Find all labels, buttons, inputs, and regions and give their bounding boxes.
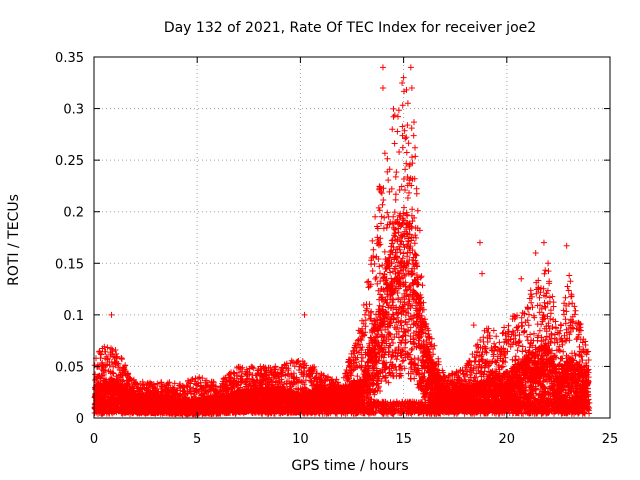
axis-ticks: 0 5 10 15 20 25 0 0.05 0.1 0.15 0.2 0.25 0.3 0.35 <box>55 51 618 447</box>
roti-outlier-point <box>532 249 539 256</box>
x-tick-label: 25 <box>602 432 619 447</box>
roti-outlier-point <box>400 74 407 81</box>
y-tick-label: 0.05 <box>55 360 84 375</box>
roti-outlier-point <box>479 270 486 277</box>
y-tick-label: 0.1 <box>63 309 84 324</box>
roti-outlier-point <box>407 64 414 71</box>
y-axis-label: ROTI / TECUs <box>6 194 22 286</box>
roti-outlier-point <box>518 275 525 282</box>
y-tick-label: 0.2 <box>63 206 84 221</box>
x-axis-label: GPS time / hours <box>291 458 408 474</box>
data-points <box>91 64 593 418</box>
roti-outlier-point <box>379 84 386 91</box>
y-tick-label: 0.35 <box>55 51 84 66</box>
roti-outlier-point <box>301 311 308 318</box>
roti-outlier-point <box>545 260 552 267</box>
roti-outlier-point <box>108 311 115 318</box>
roti-outlier-point <box>389 126 396 133</box>
y-tick-label: 0 <box>76 412 84 427</box>
roti-point-cloud <box>91 80 593 418</box>
roti-outlier-point <box>563 242 570 249</box>
x-tick-label: 5 <box>193 432 201 447</box>
chart-title: Day 132 of 2021, Rate Of TEC Index for r… <box>164 20 536 36</box>
roti-outlier-point <box>379 64 386 71</box>
x-tick-label: 15 <box>395 432 412 447</box>
x-tick-label: 0 <box>90 432 98 447</box>
plot-frame <box>93 56 611 419</box>
roti-outlier-point <box>476 239 483 246</box>
y-tick-label: 0.3 <box>63 103 84 118</box>
x-tick-label: 20 <box>499 432 516 447</box>
roti-outlier-point <box>470 322 477 329</box>
y-tick-label: 0.15 <box>55 257 84 272</box>
roti-outlier-point <box>425 327 432 334</box>
y-tick-label: 0.25 <box>55 154 84 169</box>
roti-outlier-point <box>540 239 547 246</box>
roti-outlier-point <box>408 84 415 91</box>
x-tick-label: 10 <box>292 432 309 447</box>
